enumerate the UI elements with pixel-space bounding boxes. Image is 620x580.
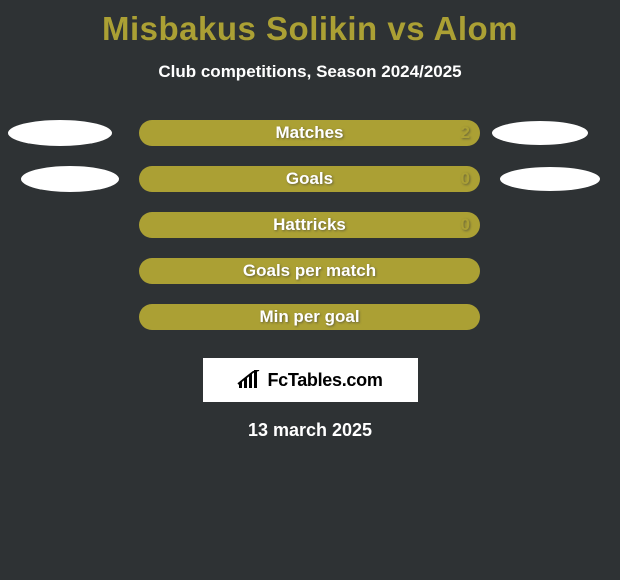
stat-row: Goals 0: [0, 156, 620, 202]
stat-bar: Min per goal: [139, 304, 480, 330]
date-text: 13 march 2025: [0, 420, 620, 441]
stat-row: Matches 2: [0, 110, 620, 156]
stat-label: Goals: [286, 169, 333, 189]
stat-label: Hattricks: [273, 215, 346, 235]
stat-value: 0: [461, 169, 470, 189]
ellipse-left: [8, 120, 112, 146]
ellipse-right: [492, 121, 588, 145]
stat-bar: Goals 0: [139, 166, 480, 192]
brand-badge: FcTables.com: [203, 358, 418, 402]
stat-label: Matches: [275, 123, 343, 143]
stat-label: Goals per match: [243, 261, 376, 281]
stat-value: 0: [461, 215, 470, 235]
chart-area: Matches 2 Goals 0 Hattricks 0 Goals per match M…: [0, 110, 620, 340]
stat-value: 2: [461, 123, 470, 143]
brand-text: FcTables.com: [267, 370, 382, 391]
stat-row: Hattricks 0: [0, 202, 620, 248]
stat-bar: Matches 2: [139, 120, 480, 146]
brand-chart-icon: [237, 370, 261, 390]
page-title: Misbakus Solikin vs Alom: [0, 0, 620, 48]
stat-row: Min per goal: [0, 294, 620, 340]
stat-row: Goals per match: [0, 248, 620, 294]
page-root: Misbakus Solikin vs Alom Club competitio…: [0, 0, 620, 580]
ellipse-right: [500, 167, 600, 191]
page-subtitle: Club competitions, Season 2024/2025: [0, 62, 620, 82]
stat-bar: Hattricks 0: [139, 212, 480, 238]
stat-label: Min per goal: [259, 307, 359, 327]
stat-bar: Goals per match: [139, 258, 480, 284]
ellipse-left: [21, 166, 119, 192]
